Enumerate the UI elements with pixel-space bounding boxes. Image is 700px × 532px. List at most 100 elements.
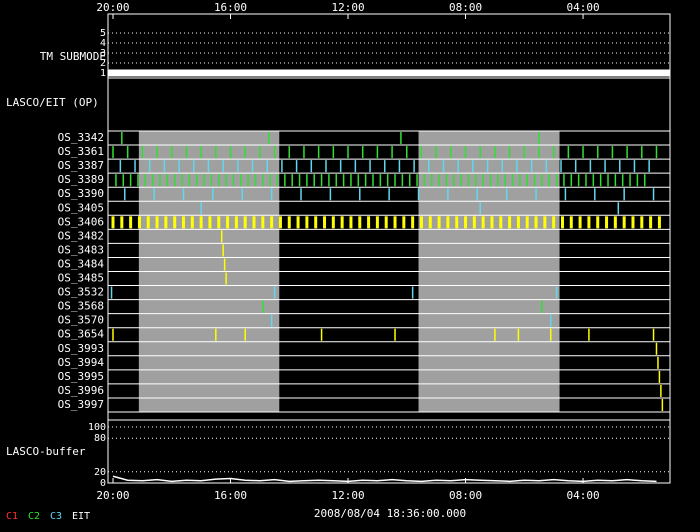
event	[270, 216, 274, 229]
event	[472, 216, 476, 229]
event	[262, 174, 264, 187]
section-label: LASCO/EIT (OP)	[6, 96, 99, 109]
event	[383, 160, 386, 173]
event	[173, 216, 177, 229]
event	[223, 258, 226, 271]
event	[499, 216, 503, 229]
event	[190, 216, 194, 229]
event	[146, 216, 150, 229]
event	[541, 300, 543, 313]
event	[523, 146, 526, 159]
event	[442, 160, 445, 173]
event	[375, 216, 379, 229]
event	[215, 328, 217, 341]
event	[134, 160, 136, 173]
event	[508, 146, 511, 159]
event	[428, 160, 430, 173]
event	[560, 216, 564, 229]
event	[599, 174, 602, 187]
event	[611, 146, 614, 159]
y-tick-label: 5	[100, 28, 106, 39]
row-label: OS_3390	[58, 187, 104, 200]
event	[633, 160, 636, 173]
event	[215, 146, 217, 159]
event	[222, 244, 224, 257]
event	[251, 160, 254, 173]
event	[295, 160, 298, 173]
event	[119, 160, 122, 173]
event	[494, 146, 496, 159]
event	[578, 216, 582, 229]
event	[640, 216, 644, 229]
event	[437, 216, 441, 229]
event	[379, 174, 382, 187]
event	[262, 300, 264, 313]
x-tick-label: 20:00	[96, 489, 129, 502]
event	[419, 216, 423, 229]
event	[516, 160, 518, 173]
event	[594, 188, 596, 201]
event	[151, 174, 154, 187]
row-label: OS_3387	[58, 159, 104, 172]
event	[585, 174, 587, 187]
event	[129, 216, 133, 229]
event	[402, 216, 406, 229]
x-tick-label: 08:00	[449, 1, 482, 14]
event	[320, 328, 323, 341]
event	[266, 160, 268, 173]
event	[541, 174, 543, 187]
x-tick-label: 12:00	[331, 489, 364, 502]
event	[545, 160, 548, 173]
event	[288, 146, 291, 159]
event	[479, 202, 481, 215]
event	[450, 146, 452, 159]
event	[423, 174, 426, 187]
event	[486, 160, 489, 173]
event	[652, 328, 655, 341]
event	[408, 174, 411, 187]
event	[622, 216, 626, 229]
event	[446, 216, 450, 229]
event	[120, 216, 124, 229]
event	[182, 188, 185, 201]
event	[243, 216, 247, 229]
event	[212, 188, 214, 201]
event	[391, 146, 393, 159]
event	[193, 160, 195, 173]
event	[631, 216, 635, 229]
event	[464, 216, 468, 229]
event	[281, 160, 283, 173]
event	[549, 314, 552, 327]
event	[123, 188, 126, 201]
event	[112, 328, 114, 341]
event	[605, 216, 609, 229]
event	[185, 146, 188, 159]
event	[115, 174, 117, 187]
event	[617, 202, 620, 215]
event	[200, 202, 202, 215]
event	[526, 174, 528, 187]
event	[359, 188, 361, 201]
event	[519, 174, 521, 187]
event	[464, 146, 467, 159]
event	[148, 160, 151, 173]
event	[563, 174, 565, 187]
event	[372, 174, 374, 187]
event	[530, 160, 533, 173]
event	[629, 174, 631, 187]
event	[329, 188, 332, 201]
event	[649, 216, 653, 229]
event	[208, 216, 212, 229]
row-label: OS_3361	[58, 145, 104, 158]
row-label: OS_3997	[58, 398, 104, 411]
event	[445, 174, 448, 187]
event	[220, 230, 223, 243]
event	[141, 146, 144, 159]
event	[411, 286, 414, 299]
row-label: OS_3483	[58, 243, 104, 256]
event	[358, 216, 362, 229]
event	[298, 174, 301, 187]
event	[222, 160, 224, 173]
event	[291, 174, 293, 187]
